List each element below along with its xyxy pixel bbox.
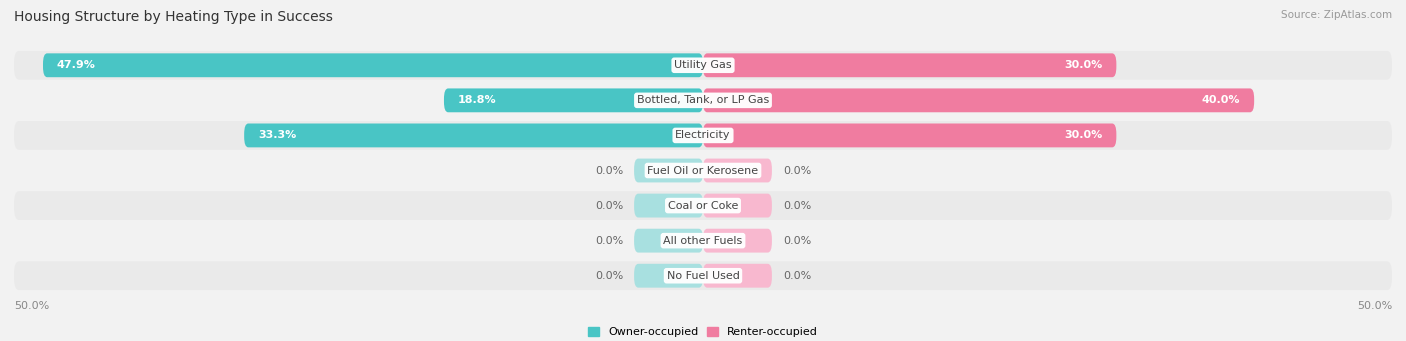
Text: 0.0%: 0.0% (595, 271, 623, 281)
Text: 33.3%: 33.3% (257, 130, 297, 140)
Text: 40.0%: 40.0% (1202, 95, 1240, 105)
FancyBboxPatch shape (245, 123, 703, 147)
Text: 47.9%: 47.9% (56, 60, 96, 70)
FancyBboxPatch shape (703, 194, 772, 218)
FancyBboxPatch shape (703, 264, 772, 288)
FancyBboxPatch shape (14, 191, 1392, 220)
Text: 0.0%: 0.0% (783, 201, 811, 211)
FancyBboxPatch shape (703, 88, 1254, 112)
FancyBboxPatch shape (14, 121, 1392, 150)
Text: No Fuel Used: No Fuel Used (666, 271, 740, 281)
Text: Fuel Oil or Kerosene: Fuel Oil or Kerosene (647, 165, 759, 176)
FancyBboxPatch shape (14, 226, 1392, 255)
FancyBboxPatch shape (14, 51, 1392, 80)
FancyBboxPatch shape (14, 156, 1392, 185)
FancyBboxPatch shape (44, 53, 703, 77)
FancyBboxPatch shape (703, 53, 1116, 77)
Legend: Owner-occupied, Renter-occupied: Owner-occupied, Renter-occupied (583, 323, 823, 341)
Text: Source: ZipAtlas.com: Source: ZipAtlas.com (1281, 10, 1392, 20)
Text: Electricity: Electricity (675, 130, 731, 140)
Text: 0.0%: 0.0% (595, 165, 623, 176)
Text: Housing Structure by Heating Type in Success: Housing Structure by Heating Type in Suc… (14, 10, 333, 24)
Text: 18.8%: 18.8% (458, 95, 496, 105)
Text: 30.0%: 30.0% (1064, 130, 1102, 140)
FancyBboxPatch shape (634, 194, 703, 218)
FancyBboxPatch shape (14, 86, 1392, 115)
FancyBboxPatch shape (634, 159, 703, 182)
Text: 50.0%: 50.0% (1357, 301, 1392, 311)
FancyBboxPatch shape (14, 261, 1392, 290)
Text: 50.0%: 50.0% (14, 301, 49, 311)
FancyBboxPatch shape (634, 264, 703, 288)
Text: 0.0%: 0.0% (595, 201, 623, 211)
FancyBboxPatch shape (703, 229, 772, 253)
Text: Utility Gas: Utility Gas (675, 60, 731, 70)
FancyBboxPatch shape (634, 229, 703, 253)
Text: 0.0%: 0.0% (783, 271, 811, 281)
Text: 30.0%: 30.0% (1064, 60, 1102, 70)
FancyBboxPatch shape (444, 88, 703, 112)
Text: Bottled, Tank, or LP Gas: Bottled, Tank, or LP Gas (637, 95, 769, 105)
Text: 0.0%: 0.0% (595, 236, 623, 246)
Text: All other Fuels: All other Fuels (664, 236, 742, 246)
FancyBboxPatch shape (703, 123, 1116, 147)
Text: Coal or Coke: Coal or Coke (668, 201, 738, 211)
Text: 0.0%: 0.0% (783, 236, 811, 246)
FancyBboxPatch shape (703, 159, 772, 182)
Text: 0.0%: 0.0% (783, 165, 811, 176)
